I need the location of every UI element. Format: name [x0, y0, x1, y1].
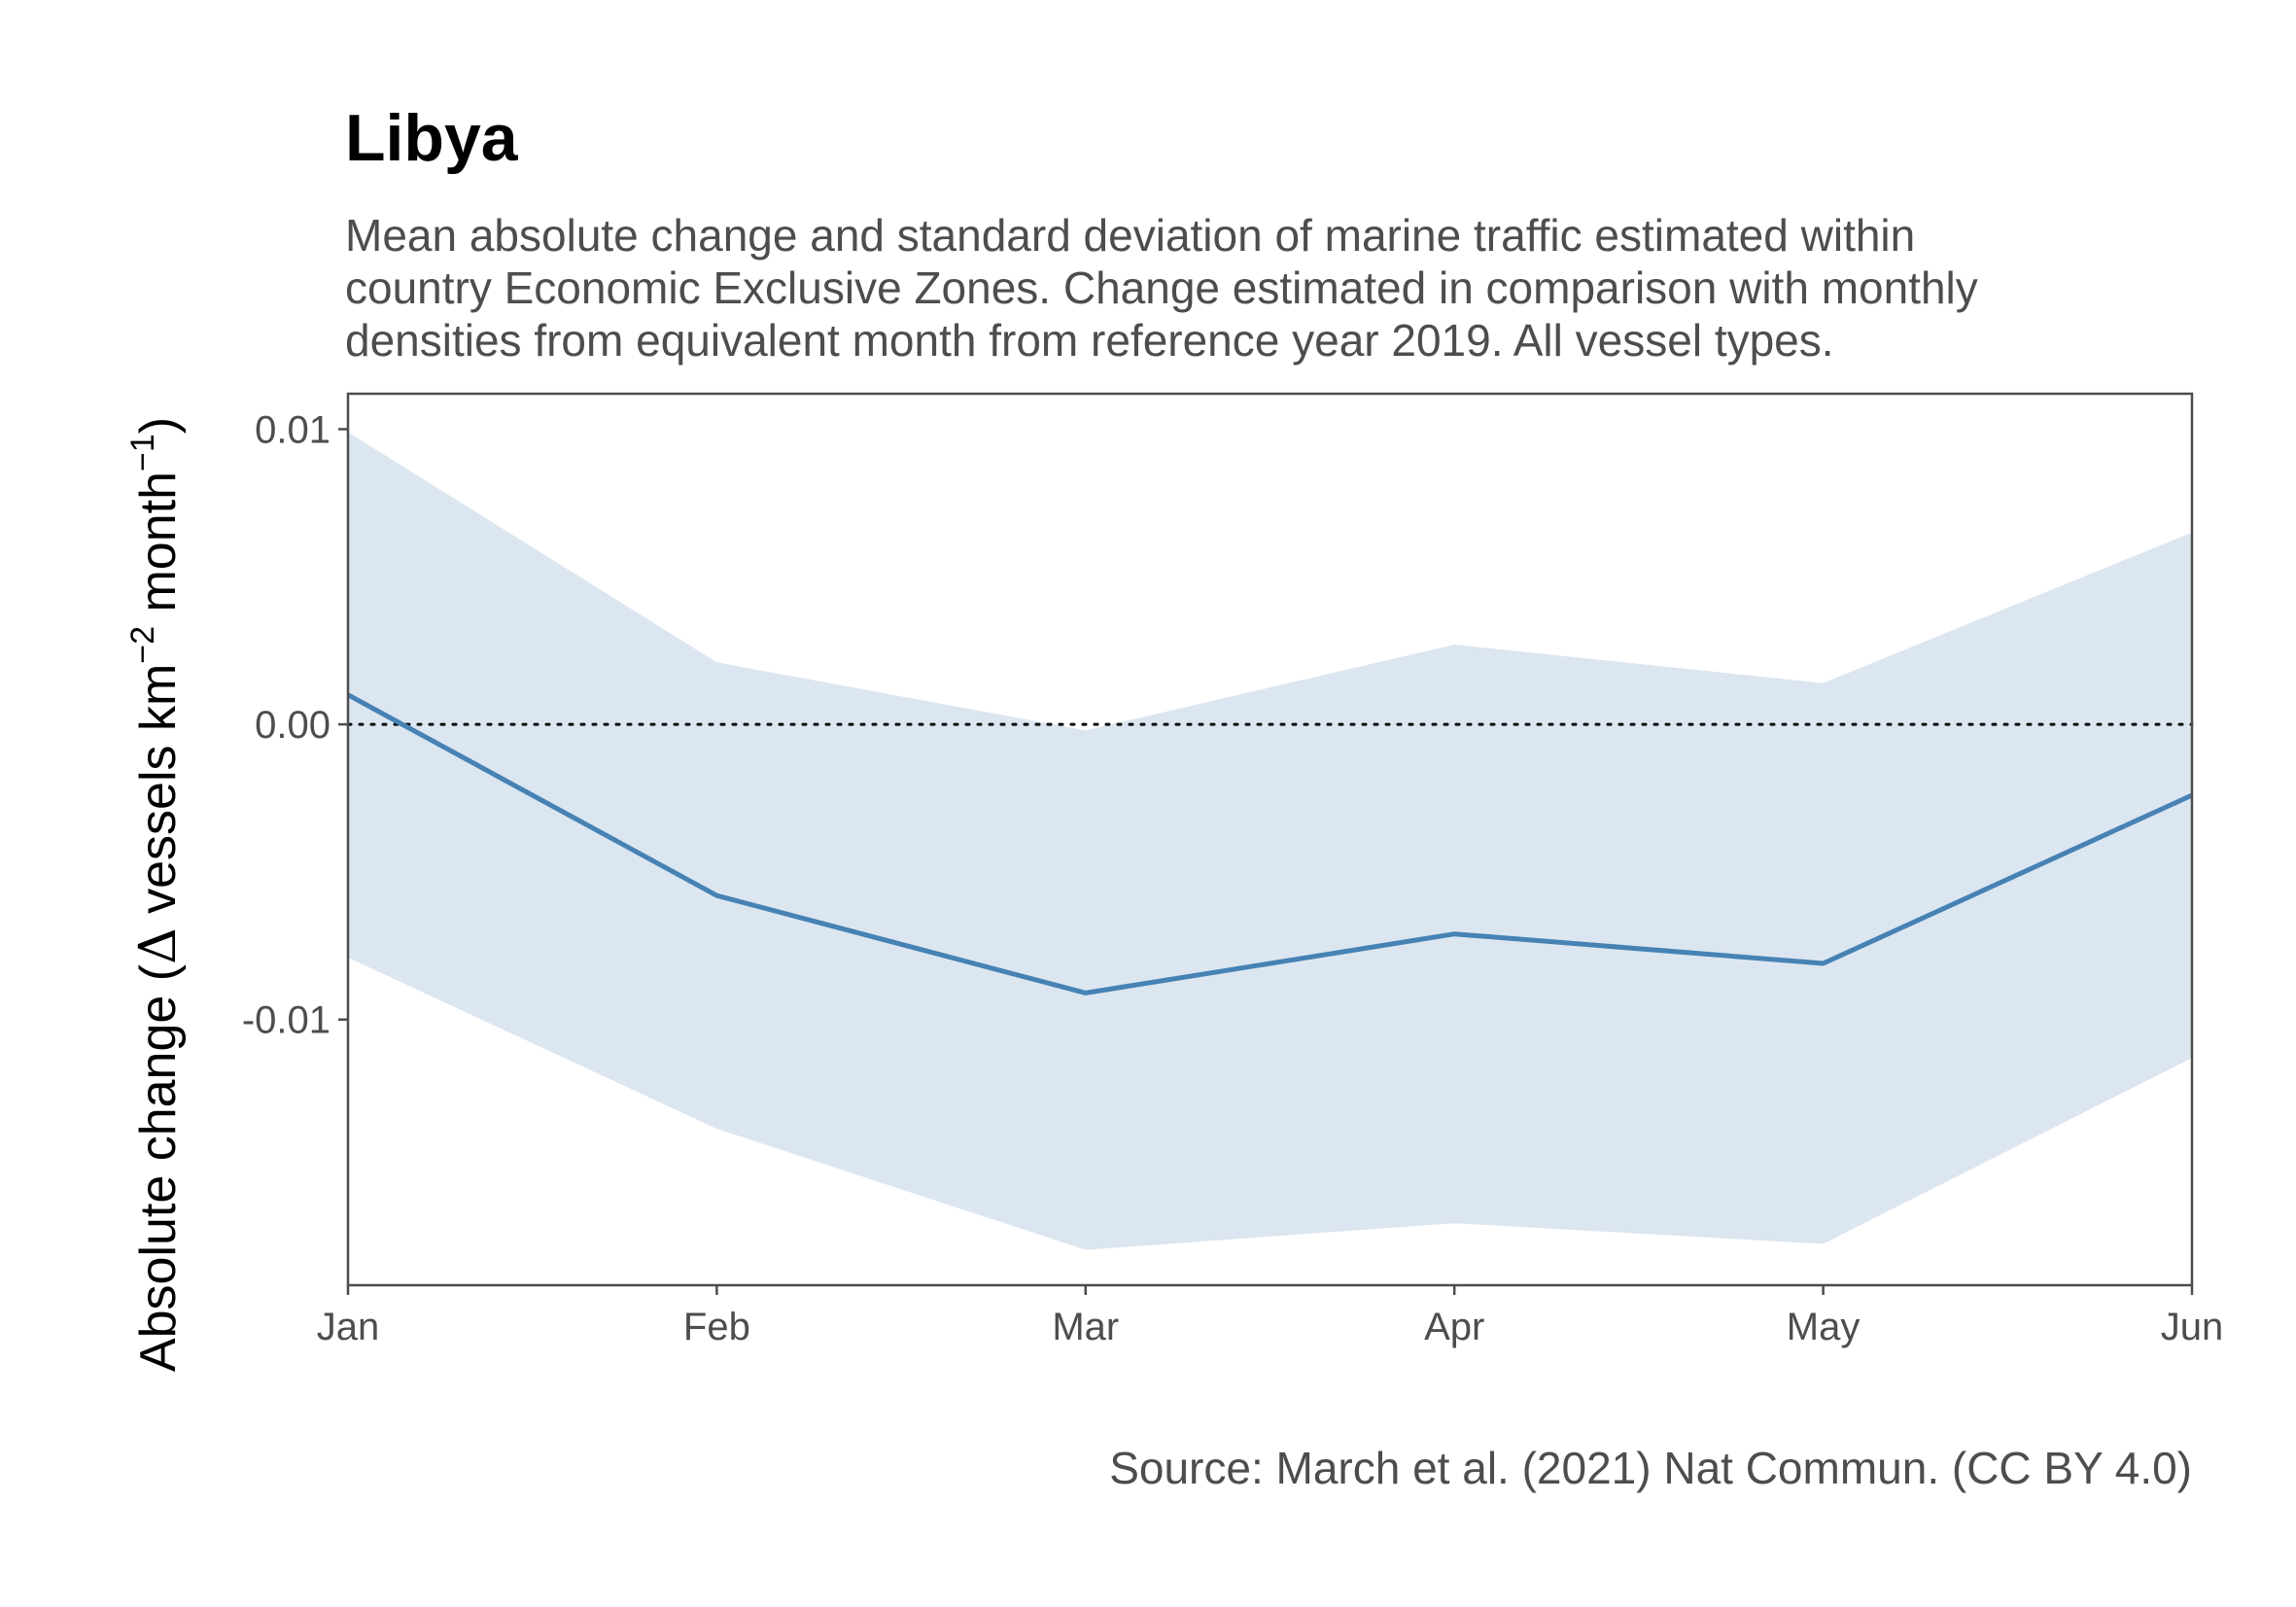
- subtitle-line-2: country Economic Exclusive Zones. Change…: [345, 262, 1978, 313]
- axes-layer: 0.01 0.00 -0.01 Jan Feb Mar Apr May Jun: [242, 392, 2224, 1348]
- x-tick-label: Apr: [1424, 1306, 1484, 1348]
- x-tick-label: Jun: [2161, 1306, 2224, 1348]
- y-axis-title-sup2: −1: [124, 434, 161, 472]
- mean-change-line: [346, 692, 2194, 996]
- x-tick-label: Mar: [1052, 1306, 1119, 1348]
- x-tick-label: Feb: [683, 1306, 750, 1348]
- subtitle-line-1: Mean absolute change and standard deviat…: [345, 210, 1916, 261]
- y-axis-title: Absolute change (Δ vessels km−2 month−1): [124, 417, 188, 1372]
- y-axis-title-sup1: −2: [124, 626, 161, 664]
- y-axis-title-prefix: Absolute change (: [130, 963, 187, 1372]
- chart-title: Libya: [345, 101, 518, 175]
- y-tick-label: 0.00: [255, 704, 330, 747]
- y-axis-title-suffix: ): [130, 417, 187, 434]
- x-tick-label: May: [1787, 1306, 1861, 1348]
- y-tick-label: -0.01: [242, 999, 330, 1042]
- ribbon-layer: [348, 432, 2192, 1250]
- chart-subtitle: Mean absolute change and standard deviat…: [345, 209, 2192, 367]
- line-layer: [346, 692, 2194, 996]
- source-caption: Source: March et al. (2021) Nat Commun. …: [1109, 1443, 2192, 1493]
- y-axis-title-main: vessels km: [130, 664, 187, 928]
- panel-border: [346, 392, 2194, 1287]
- y-axis-title-mid: month: [130, 472, 187, 626]
- subtitle-line-3: densities from equivalent month from ref…: [345, 315, 1834, 366]
- y-tick-label: 0.01: [255, 408, 330, 451]
- y-axis-title-delta: Δ: [129, 927, 188, 964]
- x-tick-label: Jan: [317, 1306, 380, 1348]
- sd-ribbon: [348, 432, 2192, 1250]
